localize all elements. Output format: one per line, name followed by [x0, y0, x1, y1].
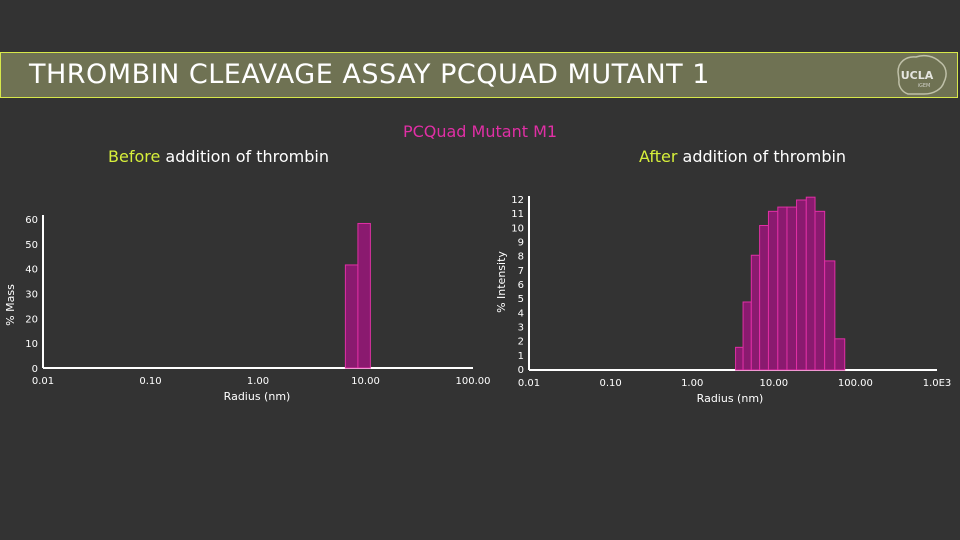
y-tick-label: 8 — [518, 252, 524, 263]
y-tick-label: 0 — [32, 364, 38, 375]
left-subtitle-highlight: Before — [108, 147, 161, 166]
logo-text: UCLA — [901, 69, 934, 82]
y-tick-label: 3 — [518, 323, 524, 334]
x-axis-title: Radius (nm) — [224, 390, 291, 403]
y-tick-label: 10 — [511, 223, 524, 234]
histogram-bar — [777, 206, 788, 371]
y-tick-label: 30 — [25, 290, 38, 301]
histogram-bar — [759, 225, 769, 371]
y-axis-title: % Intensity — [495, 251, 508, 313]
histogram-bar — [824, 260, 836, 371]
right-chart-subtitle: After addition of thrombin — [639, 147, 846, 166]
histogram-bar — [786, 206, 798, 371]
histogram-bar — [742, 301, 752, 371]
y-axis-title: % Mass — [4, 284, 17, 326]
right-subtitle-rest: addition of thrombin — [677, 147, 847, 166]
x-tick-label: 0.01 — [32, 376, 54, 387]
y-tick-label: 7 — [518, 266, 524, 277]
histogram-bar — [796, 199, 807, 371]
x-tick-label: 0.10 — [139, 376, 161, 387]
x-tick-label: 10.00 — [351, 376, 380, 387]
y-tick-label: 20 — [25, 314, 38, 325]
x-tick-label: 100.00 — [838, 378, 873, 389]
y-tick-label: 60 — [25, 215, 38, 226]
x-tick-label: 100.00 — [456, 376, 491, 387]
x-tick-label: 1.00 — [247, 376, 269, 387]
histogram-bar — [834, 338, 846, 371]
y-tick-label: 40 — [25, 265, 38, 276]
y-tick-label: 11 — [511, 209, 524, 220]
histogram-bar — [767, 210, 779, 371]
x-tick-label: 1.00 — [681, 378, 703, 389]
x-tick-label: 0.10 — [599, 378, 621, 389]
y-tick-label: 50 — [25, 240, 38, 251]
logo-subtext: iGEM — [918, 83, 931, 89]
y-tick-label: 6 — [518, 280, 524, 291]
y-tick-label: 5 — [518, 294, 524, 305]
slide-title: THROMBIN CLEAVAGE ASSAY PCQUAD MUTANT 1 — [29, 59, 710, 90]
histogram-bar — [750, 254, 761, 371]
chart-group-title: PCQuad Mutant M1 — [402, 122, 558, 141]
y-tick-label: 12 — [511, 195, 524, 206]
y-tick-label: 10 — [25, 339, 38, 350]
left-subtitle-rest: addition of thrombin — [160, 147, 329, 166]
y-tick-label: 0 — [518, 365, 524, 376]
y-tick-label: 4 — [518, 308, 524, 319]
x-tick-label: 0.01 — [518, 378, 540, 389]
y-tick-label: 2 — [518, 337, 524, 348]
right-subtitle-highlight: After — [639, 147, 678, 166]
x-tick-label: 10.00 — [759, 378, 788, 389]
histogram-bar — [735, 346, 744, 371]
left-chart-subtitle: Before addition of thrombin — [108, 147, 329, 166]
title-bar: THROMBIN CLEAVAGE ASSAY PCQUAD MUTANT 1 — [0, 52, 958, 98]
ucla-igem-logo: UCLA iGEM — [897, 54, 947, 95]
x-axis-title: Radius (nm) — [697, 392, 764, 405]
logo-bear-silhouette — [897, 54, 947, 95]
histogram-bar — [805, 196, 816, 371]
x-tick-label: 1.0E3 — [923, 378, 952, 389]
y-tick-label: 9 — [518, 238, 524, 249]
histogram-bar — [357, 222, 371, 369]
y-tick-label: 1 — [518, 351, 524, 362]
histogram-bar — [814, 210, 826, 371]
